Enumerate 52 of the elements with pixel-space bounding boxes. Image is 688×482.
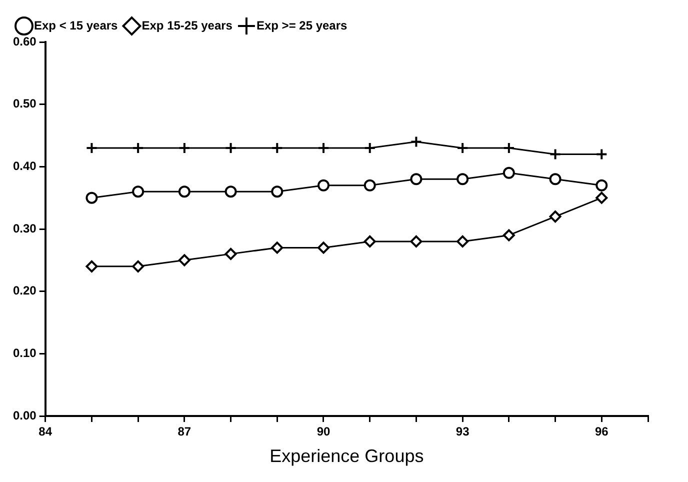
point [178, 142, 190, 154]
point [318, 179, 330, 192]
point [132, 186, 144, 198]
point [364, 142, 376, 154]
x-tick-label: 87 [178, 424, 192, 439]
point [596, 148, 608, 160]
point [502, 166, 515, 179]
point [456, 235, 469, 248]
point [271, 242, 284, 254]
point [364, 179, 376, 192]
point [271, 186, 284, 198]
y-tick-label: 0.00 [12, 408, 37, 422]
y-tick-label: 0.10 [12, 346, 37, 360]
point [178, 254, 190, 266]
x-axis-title: Experience Groups [270, 446, 424, 466]
y-tick-label: 0.50 [12, 96, 37, 111]
point [224, 142, 237, 154]
point [456, 142, 469, 154]
y-tick-label: 0.60 [12, 34, 37, 48]
y-tick-label: 0.30 [12, 221, 37, 236]
x-tick-label: 93 [456, 424, 470, 439]
point [549, 148, 562, 160]
y-tick-label: 0.20 [12, 284, 37, 298]
point [502, 142, 515, 154]
point [410, 136, 422, 148]
point [596, 192, 608, 204]
point [410, 235, 422, 248]
x-tick-label: 84 [38, 424, 52, 439]
legend-label: Exp >= 25 years [256, 18, 348, 32]
point [132, 142, 144, 154]
point [224, 186, 237, 198]
point [86, 142, 98, 154]
point [549, 173, 562, 186]
point [549, 210, 562, 223]
x-tick-label: 90 [316, 424, 330, 439]
point [318, 242, 330, 254]
point [410, 173, 422, 186]
point [178, 186, 190, 198]
x-tick-label: 96 [594, 424, 609, 439]
point [502, 229, 515, 242]
point [224, 248, 237, 260]
point [456, 173, 469, 186]
legend-label: Exp 15-25 years [142, 18, 233, 32]
point [364, 235, 376, 248]
point [86, 192, 98, 204]
point [596, 179, 608, 192]
point [86, 260, 98, 272]
point [271, 142, 284, 154]
point [318, 142, 330, 154]
y-tick-label: 0.40 [12, 158, 37, 173]
point [132, 260, 144, 272]
legend-label: Exp < 15 years [34, 18, 118, 32]
